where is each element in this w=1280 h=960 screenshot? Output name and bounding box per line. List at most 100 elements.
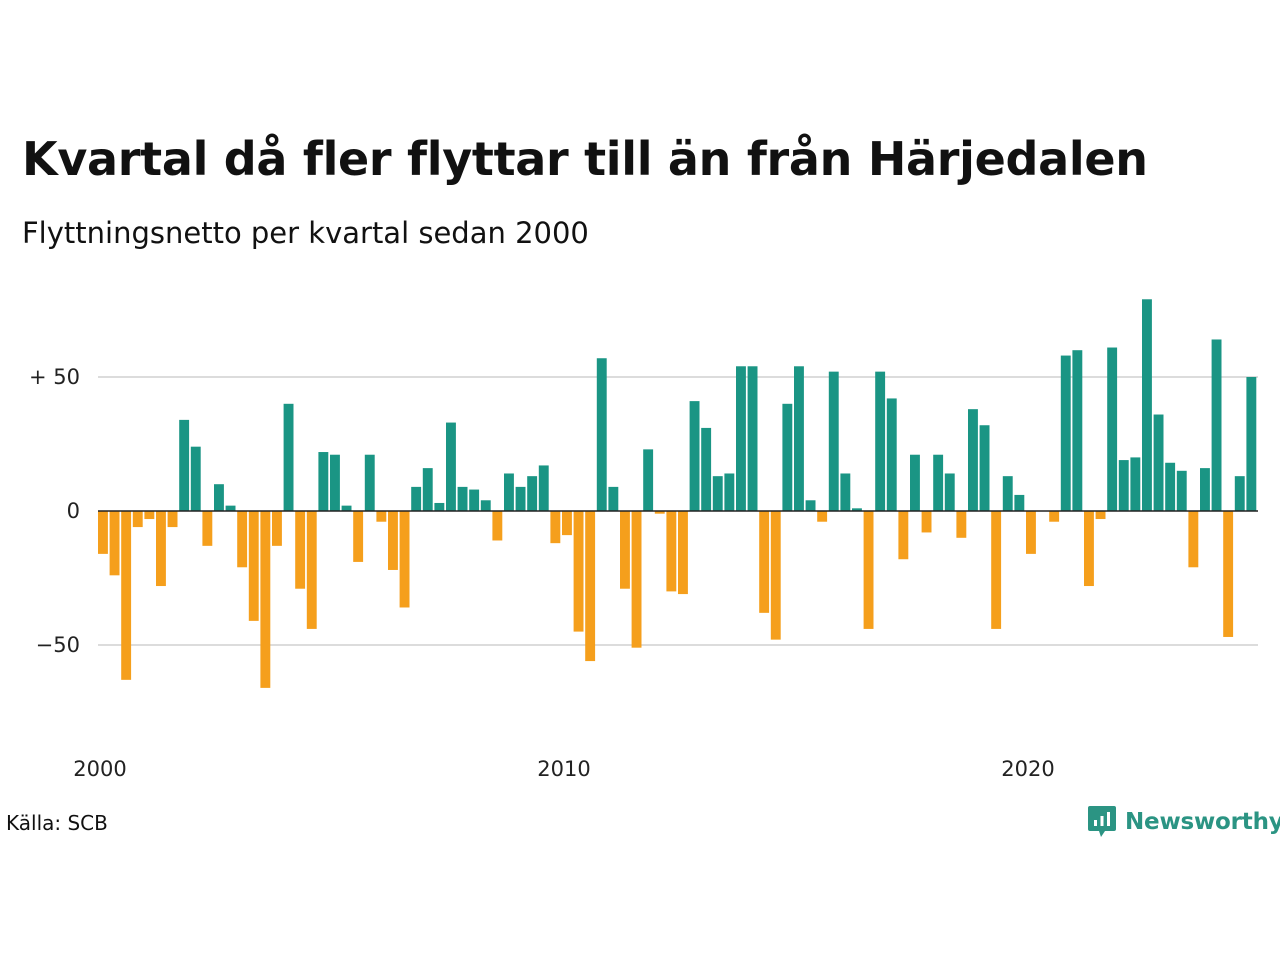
- bar: [933, 454, 944, 511]
- bar: [759, 511, 770, 613]
- bar: [353, 511, 364, 562]
- bar: [283, 403, 294, 511]
- bar: [1107, 347, 1118, 511]
- bar: [237, 511, 248, 568]
- bar: [712, 476, 723, 511]
- bar: [341, 505, 352, 511]
- bar: [944, 473, 955, 511]
- bar: [805, 500, 816, 511]
- bar: [167, 511, 178, 528]
- bar: [504, 473, 514, 511]
- bar: [666, 511, 677, 592]
- bar: [272, 511, 282, 546]
- chart-title: Kvartal då fler flyttar till än från Här…: [22, 132, 1148, 186]
- y-tick-label: + 50: [29, 365, 80, 389]
- bar: [817, 511, 828, 522]
- bar: [1211, 339, 1222, 511]
- x-tick-label: 2000: [73, 757, 126, 781]
- y-tick-label: 0: [67, 499, 80, 523]
- bar: [388, 511, 398, 570]
- x-axis-ticks: 2000 2010 2020: [73, 757, 1054, 781]
- chart-subtitle: Flyttningsnetto per kvartal sedan 2000: [22, 216, 589, 250]
- bar: [794, 366, 804, 511]
- bar: [852, 508, 862, 511]
- bar: [1072, 350, 1083, 511]
- bar: [457, 486, 468, 511]
- bar: [863, 511, 874, 629]
- bar: [179, 419, 190, 511]
- bar: [620, 511, 630, 589]
- bar: [608, 486, 619, 511]
- bar: [190, 446, 201, 511]
- bar: [1060, 355, 1071, 511]
- bar: [376, 511, 387, 522]
- bar: [701, 427, 712, 511]
- bar: [910, 454, 920, 511]
- bar: [1049, 511, 1060, 522]
- bar: [411, 486, 422, 511]
- bar: [1223, 511, 1234, 637]
- bar: [573, 511, 584, 632]
- bar: [330, 454, 340, 511]
- y-tick-label: −50: [36, 633, 80, 657]
- bar: [550, 511, 561, 544]
- bar: [689, 401, 700, 511]
- bar: [121, 511, 132, 680]
- bar: [527, 476, 538, 511]
- bar: [1246, 377, 1257, 511]
- bar: [1234, 476, 1245, 511]
- bar: [295, 511, 306, 589]
- bar: [654, 511, 665, 514]
- bar: [492, 511, 503, 541]
- bar: [596, 358, 607, 511]
- bar: [1188, 511, 1199, 568]
- bar: [202, 511, 213, 546]
- bar: [480, 500, 491, 511]
- bar: [225, 505, 236, 511]
- bar: [956, 511, 967, 538]
- bar: [898, 511, 909, 560]
- bar: [1200, 468, 1210, 511]
- bar: [1165, 462, 1176, 511]
- bar: [1130, 457, 1141, 511]
- newsworthy-logo-icon: [1088, 806, 1116, 837]
- newsworthy-logo: Newsworthy: [1087, 804, 1280, 840]
- bar: [875, 371, 886, 511]
- bar: [446, 422, 456, 511]
- bar: [585, 511, 596, 662]
- bar: [643, 449, 654, 511]
- bar: [1026, 511, 1036, 554]
- bar: [109, 511, 120, 576]
- bar: [1014, 494, 1025, 511]
- bar: [248, 511, 259, 621]
- bar: [979, 425, 990, 511]
- bar: [538, 465, 549, 511]
- bar: [562, 511, 572, 536]
- bar: [678, 511, 688, 595]
- bar: [921, 511, 932, 533]
- bar: [214, 484, 224, 511]
- x-tick-label: 2020: [1001, 757, 1054, 781]
- bar: [434, 502, 445, 511]
- bar: [1153, 414, 1164, 511]
- bar: [782, 403, 793, 511]
- bar: [736, 366, 746, 511]
- bar: [422, 468, 433, 511]
- y-axis-ticks: + 50 0 −50: [29, 365, 80, 657]
- bar: [828, 371, 839, 511]
- bar: [399, 511, 410, 608]
- bar: [260, 511, 271, 688]
- bar: [886, 398, 897, 511]
- bar: [469, 489, 480, 511]
- bar: [132, 511, 143, 528]
- bar: [1002, 476, 1013, 511]
- bar: [1142, 299, 1152, 511]
- bar: [1176, 470, 1187, 511]
- bar: [770, 511, 781, 640]
- bar: [991, 511, 1002, 629]
- bar: [98, 511, 108, 554]
- bar: [318, 452, 329, 511]
- bar: [747, 366, 758, 511]
- logo-text: Newsworthy: [1125, 809, 1280, 835]
